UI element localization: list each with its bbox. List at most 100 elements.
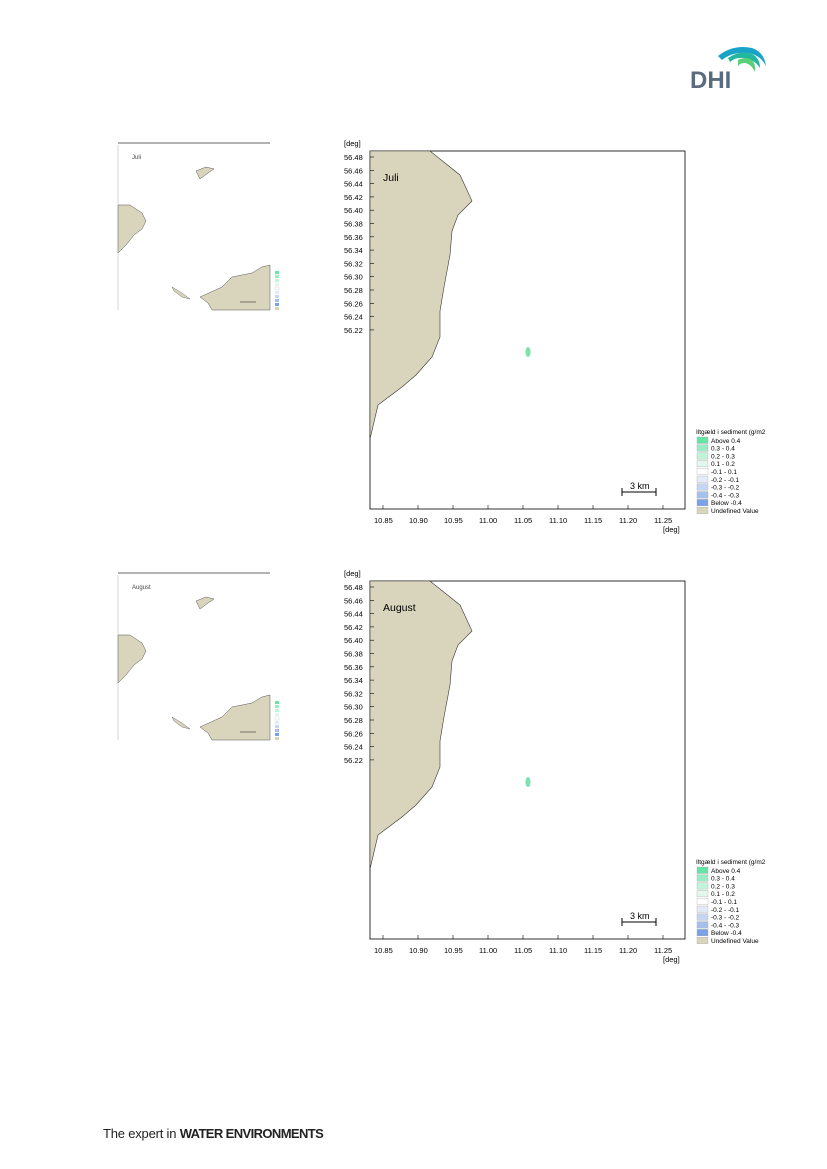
axis-unit-y: [deg] xyxy=(344,139,361,148)
y-tick-label: 56.30 xyxy=(344,273,363,282)
legend-label: Undefined Value xyxy=(711,938,759,945)
sediment-spot xyxy=(525,347,531,357)
legend-swatch xyxy=(696,475,709,483)
main-map-august: [deg] August 56.48 56.46 56.44 56.42 56.40 56… xyxy=(330,565,766,985)
x-tick-label: 10.95 xyxy=(444,516,463,525)
legend-label: Undefined Value xyxy=(711,508,759,515)
y-tick-label: 56.24 xyxy=(344,313,363,322)
legend-swatch xyxy=(696,913,709,921)
legend-swatch xyxy=(696,507,709,514)
y-tick-label: 56.46 xyxy=(344,166,363,175)
x-tick-label: 11.05 xyxy=(514,516,532,525)
y-tick-label: 56.32 xyxy=(344,259,363,268)
legend-label: -0.4 - -0.3 xyxy=(711,492,740,499)
x-tick-label: 11.10 xyxy=(549,946,567,955)
y-tick-label: 56.34 xyxy=(344,246,363,255)
legend-swatch xyxy=(696,905,709,913)
axis-unit-y: [deg] xyxy=(344,569,361,578)
x-tick-label: 11.00 xyxy=(479,516,497,525)
legend-label: Above 0.4 xyxy=(711,868,741,875)
legend-label: -0.2 - -0.1 xyxy=(711,477,740,484)
legend: Iltgæld i sediment (g/m2 Above 0.40.3 - … xyxy=(696,429,766,515)
coastline xyxy=(369,580,473,870)
x-tick-label: 10.85 xyxy=(374,516,393,525)
footer-tagline: The expert in WATER ENVIRONMENTS xyxy=(103,1126,324,1141)
legend-swatch xyxy=(696,890,709,898)
y-tick-label: 56.38 xyxy=(344,650,363,659)
x-tick-label: 11.20 xyxy=(619,516,637,525)
y-tick-label: 56.42 xyxy=(344,193,363,202)
legend-swatch xyxy=(696,921,709,929)
legend-label: 0.3 - 0.4 xyxy=(711,446,735,453)
legend-label: Above 0.4 xyxy=(711,438,741,445)
coastline xyxy=(369,150,473,440)
y-axis-ticks: 56.48 56.46 56.44 56.42 56.40 56.38 56.36 56.34… xyxy=(344,153,374,335)
y-tick-label: 56.40 xyxy=(344,206,363,215)
legend-swatch xyxy=(696,929,709,937)
legend-swatch xyxy=(696,491,709,499)
legend-swatch xyxy=(696,866,709,874)
y-tick-label: 56.42 xyxy=(344,623,363,632)
x-axis-ticks: 10.85 10.90 10.95 11.00 11.05 11.10 11.15 11.20… xyxy=(374,935,672,955)
logo-text: DHI xyxy=(690,67,731,94)
legend-swatch xyxy=(696,874,709,882)
y-tick-label: 56.38 xyxy=(344,220,363,229)
month-label: Juli xyxy=(383,172,399,184)
y-tick-label: 56.36 xyxy=(344,663,363,672)
legend-swatch xyxy=(696,468,709,475)
thumb-month-label: August xyxy=(132,585,151,591)
y-tick-label: 56.26 xyxy=(344,299,363,308)
x-tick-label: 11.00 xyxy=(479,946,497,955)
y-tick-label: 56.36 xyxy=(344,233,363,242)
y-tick-label: 56.48 xyxy=(344,153,363,162)
thumbnail-map-august: August xyxy=(112,567,312,757)
y-tick-label: 56.22 xyxy=(344,326,363,335)
legend-swatch xyxy=(696,452,709,460)
y-tick-label: 56.30 xyxy=(344,703,363,712)
y-tick-label: 56.28 xyxy=(344,716,363,725)
axis-unit-x: [deg] xyxy=(663,955,680,964)
legend-label: 0.1 - 0.2 xyxy=(711,461,735,468)
y-tick-label: 56.22 xyxy=(344,756,363,765)
legend-label: -0.2 - -0.1 xyxy=(711,907,740,914)
thumbnail-map-juli: Juli xyxy=(112,137,312,327)
scale-bar-label: 3 km xyxy=(630,911,650,921)
legend-swatch xyxy=(696,460,709,468)
main-map-juli: [deg] Juli 56.48 56.46 56.44 56.42 56.40 56.3… xyxy=(330,135,766,555)
dhi-logo: DHI xyxy=(688,42,768,94)
y-tick-label: 56.32 xyxy=(344,689,363,698)
x-tick-label: 11.10 xyxy=(549,516,567,525)
legend-label: -0.3 - -0.2 xyxy=(711,915,740,922)
legend-title: Iltgæld i sediment (g/m2 xyxy=(696,859,766,866)
axis-unit-x: [deg] xyxy=(663,525,680,534)
y-tick-label: 56.24 xyxy=(344,743,363,752)
y-axis-ticks: 56.48 56.46 56.44 56.42 56.40 56.38 56.36 56.34… xyxy=(344,583,374,765)
x-tick-label: 10.95 xyxy=(444,946,463,955)
y-tick-label: 56.26 xyxy=(344,729,363,738)
x-tick-label: 10.90 xyxy=(409,946,428,955)
y-tick-label: 56.44 xyxy=(344,180,363,189)
legend-swatch xyxy=(696,898,709,905)
x-tick-label: 11.05 xyxy=(514,946,532,955)
legend-swatch xyxy=(696,444,709,452)
legend-swatch xyxy=(696,483,709,491)
scale-bar: 3 km xyxy=(621,481,657,496)
legend-label: 0.3 - 0.4 xyxy=(711,876,735,883)
legend-title: Iltgæld i sediment (g/m2 xyxy=(696,429,766,436)
legend-swatch xyxy=(696,882,709,890)
legend-label: 0.2 - 0.3 xyxy=(711,883,735,890)
legend-label: -0.4 - -0.3 xyxy=(711,922,740,929)
legend-label: -0.1 - 0.1 xyxy=(711,899,737,906)
x-tick-label: 11.25 xyxy=(654,516,672,525)
legend-label: 0.2 - 0.3 xyxy=(711,453,735,460)
legend-label: -0.1 - 0.1 xyxy=(711,469,737,476)
legend-label: Below -0.4 xyxy=(711,500,742,507)
month-label: August xyxy=(383,602,416,614)
x-tick-label: 10.90 xyxy=(409,516,428,525)
legend-swatch xyxy=(696,499,709,507)
y-tick-label: 56.28 xyxy=(344,286,363,295)
x-tick-label: 11.15 xyxy=(584,516,602,525)
legend: Iltgæld i sediment (g/m2 Above 0.40.3 - … xyxy=(696,859,766,945)
y-tick-label: 56.44 xyxy=(344,610,363,619)
thumb-month-label: Juli xyxy=(132,155,141,161)
